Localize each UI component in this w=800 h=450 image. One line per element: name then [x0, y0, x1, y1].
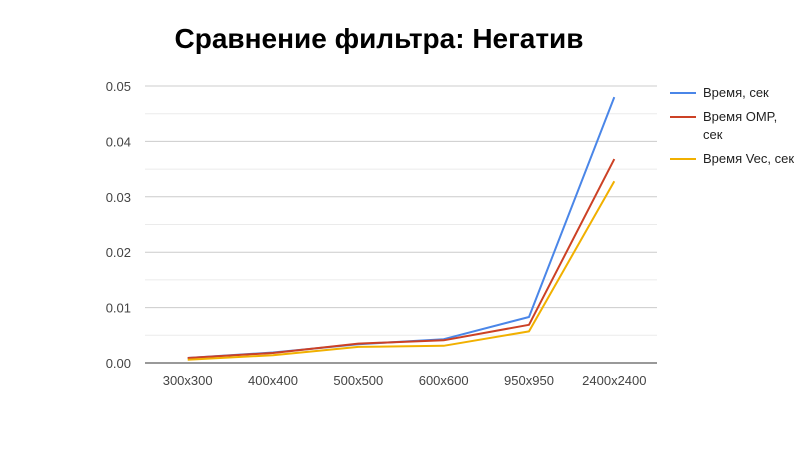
legend-label: Время, сек — [703, 85, 769, 100]
y-tick-label: 0.04 — [106, 134, 131, 149]
series-line-2 — [187, 158, 616, 359]
x-tick-label: 600x600 — [419, 373, 469, 388]
y-axis-ticks: 0.00 0.01 0.02 0.03 0.04 0.05 — [106, 79, 131, 371]
x-tick-label: 400x400 — [248, 373, 298, 388]
series-lines — [187, 96, 616, 361]
x-tick-label: 950x950 — [504, 373, 554, 388]
legend-label: Время Vec, сек — [703, 151, 794, 166]
y-tick-label: 0.05 — [106, 79, 131, 94]
y-tick-label: 0.02 — [106, 245, 131, 260]
x-tick-label: 2400x2400 — [582, 373, 646, 388]
series-line-3 — [187, 180, 616, 361]
y-tick-label: 0.01 — [106, 301, 131, 316]
legend-label: Время OMP, сек — [703, 109, 777, 142]
grid — [145, 85, 657, 364]
x-tick-label: 300x300 — [163, 373, 213, 388]
legend: Время, сек Время OMP, сек Время Vec, сек — [670, 85, 794, 166]
y-tick-label: 0.00 — [106, 356, 131, 371]
y-tick-label: 0.03 — [106, 190, 131, 205]
chart-title: Сравнение фильтра: Негатив — [175, 23, 584, 54]
series-line-1 — [187, 96, 616, 359]
x-axis-ticks: 300x300 400x400 500x500 600x600 950x950 2400x… — [163, 373, 647, 388]
x-tick-label: 500x500 — [333, 373, 383, 388]
